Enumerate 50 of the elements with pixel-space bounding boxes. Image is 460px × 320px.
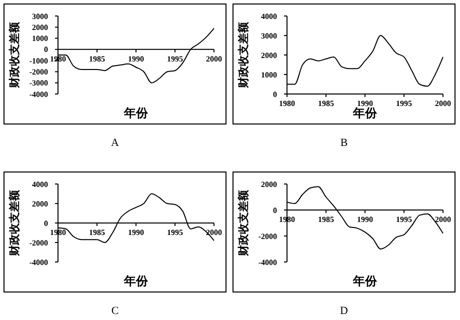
text: D	[340, 305, 348, 317]
y-axis-title: 财政收支差额	[8, 189, 21, 257]
x-tick-label: 1985	[318, 215, 334, 224]
x-tick-label: 1985	[89, 54, 105, 64]
y-tick-label: -2000	[258, 232, 277, 241]
y-tick-label: -3000	[29, 78, 48, 88]
y-tick-label: 0	[273, 206, 277, 215]
x-axis-title: 年份	[123, 106, 149, 120]
text: A	[111, 137, 120, 149]
x-axis-title: 年份	[123, 274, 149, 288]
x-tick-label: 2000	[206, 54, 222, 64]
y-tick-label: 2000	[261, 180, 277, 189]
y-tick-label: 2000	[32, 199, 48, 208]
y-tick-label: -2000	[29, 68, 48, 77]
y-tick-label: 3000	[32, 12, 48, 21]
x-tick-label: 1990	[357, 99, 373, 108]
y-tick-label: 3000	[261, 31, 277, 40]
x-tick-label: 1995	[167, 54, 183, 64]
x-tick-label: 2000	[206, 228, 222, 237]
x-axis-title: 年份	[352, 106, 378, 120]
x-tick-label: 1985	[89, 228, 105, 237]
y-tick-label: -4000	[29, 258, 48, 267]
x-tick-label: 1980	[279, 99, 295, 108]
y-tick-label: 0	[44, 218, 48, 228]
y-axis-title: 财政收支差额	[237, 189, 250, 257]
x-tick-label: 1985	[318, 99, 334, 108]
y-tick-label: 4000	[32, 180, 48, 189]
y-tick-label: -4000	[258, 258, 277, 267]
y-tick-label: 4000	[261, 12, 277, 21]
x-axis-title: 年份	[352, 274, 378, 288]
x-tick-label: 1995	[396, 215, 412, 224]
y-tick-label: -4000	[29, 90, 48, 99]
text: B	[340, 137, 348, 149]
y-axis-title: 财政收支差额	[237, 21, 250, 89]
x-tick-label: 1990	[128, 228, 144, 237]
x-tick-label: 2000	[435, 215, 451, 224]
y-axis-title: 财政收支差额	[8, 21, 21, 89]
y-tick-label: 0	[273, 90, 277, 99]
x-tick-label: 1990	[357, 215, 373, 224]
y-tick-label: 1000	[32, 34, 48, 44]
x-tick-label: 1995	[167, 228, 183, 237]
text: C	[111, 305, 119, 317]
y-tick-label: -2000	[29, 238, 48, 248]
y-tick-label: -1000	[29, 56, 48, 66]
x-tick-label: 2000	[435, 99, 451, 108]
x-tick-label: 1995	[396, 99, 412, 108]
x-tick-label: 1990	[128, 54, 144, 64]
y-tick-label: 0	[44, 45, 48, 54]
y-tick-label: 2000	[32, 22, 48, 32]
y-tick-label: 1000	[261, 70, 277, 80]
